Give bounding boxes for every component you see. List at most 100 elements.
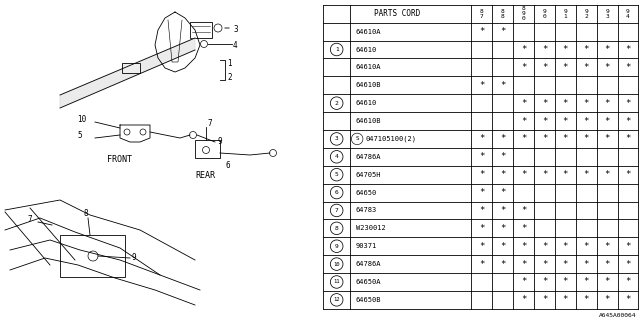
Bar bbox=[190, 22, 212, 38]
Text: 2: 2 bbox=[335, 101, 339, 106]
Text: 11: 11 bbox=[333, 279, 340, 284]
Text: *: * bbox=[584, 45, 589, 54]
Text: *: * bbox=[625, 99, 630, 108]
Text: 047105100(2): 047105100(2) bbox=[365, 136, 417, 142]
Text: *: * bbox=[604, 170, 610, 179]
Text: 6: 6 bbox=[335, 190, 339, 195]
Text: *: * bbox=[521, 99, 526, 108]
Text: *: * bbox=[541, 99, 547, 108]
Text: 5: 5 bbox=[335, 172, 339, 177]
Text: W230012: W230012 bbox=[356, 225, 386, 231]
Text: 1: 1 bbox=[227, 59, 232, 68]
Text: *: * bbox=[604, 45, 610, 54]
Text: 4: 4 bbox=[335, 154, 339, 159]
Text: 64786A: 64786A bbox=[356, 261, 381, 267]
Text: *: * bbox=[584, 260, 589, 268]
Text: *: * bbox=[563, 99, 568, 108]
Text: *: * bbox=[500, 170, 506, 179]
Text: *: * bbox=[563, 116, 568, 125]
Text: *: * bbox=[625, 63, 630, 72]
Text: *: * bbox=[604, 295, 610, 304]
Text: 8: 8 bbox=[501, 9, 504, 14]
Text: *: * bbox=[500, 81, 506, 90]
Text: 64610: 64610 bbox=[356, 46, 377, 52]
Text: 12: 12 bbox=[333, 297, 340, 302]
Text: *: * bbox=[563, 63, 568, 72]
Text: PARTS CORD: PARTS CORD bbox=[374, 9, 420, 18]
Text: 64650A: 64650A bbox=[356, 279, 381, 285]
Text: *: * bbox=[500, 224, 506, 233]
Text: 10: 10 bbox=[333, 261, 340, 267]
Text: *: * bbox=[584, 63, 589, 72]
Text: *: * bbox=[604, 134, 610, 143]
Text: *: * bbox=[541, 45, 547, 54]
Text: 9: 9 bbox=[335, 244, 339, 249]
Text: *: * bbox=[479, 260, 484, 268]
Text: 7: 7 bbox=[335, 208, 339, 213]
Text: *: * bbox=[563, 170, 568, 179]
Text: *: * bbox=[479, 188, 484, 197]
Text: *: * bbox=[625, 260, 630, 268]
Text: 3: 3 bbox=[335, 136, 339, 141]
Text: *: * bbox=[521, 295, 526, 304]
Text: *: * bbox=[563, 277, 568, 286]
Text: *: * bbox=[541, 170, 547, 179]
Text: *: * bbox=[541, 260, 547, 268]
Text: 0: 0 bbox=[543, 14, 547, 19]
Text: 9: 9 bbox=[217, 138, 221, 147]
Text: *: * bbox=[541, 134, 547, 143]
Text: *: * bbox=[521, 206, 526, 215]
Text: *: * bbox=[604, 277, 610, 286]
Text: *: * bbox=[604, 99, 610, 108]
Text: *: * bbox=[521, 63, 526, 72]
Text: FRONT: FRONT bbox=[108, 156, 132, 164]
Text: 64786A: 64786A bbox=[356, 154, 381, 160]
Text: 64610A: 64610A bbox=[356, 64, 381, 70]
Text: 64783: 64783 bbox=[356, 207, 377, 213]
Text: 64650: 64650 bbox=[356, 189, 377, 196]
Text: 90371: 90371 bbox=[356, 243, 377, 249]
Text: *: * bbox=[541, 295, 547, 304]
Text: 64650B: 64650B bbox=[356, 297, 381, 303]
Text: 2: 2 bbox=[227, 73, 232, 82]
Text: *: * bbox=[521, 260, 526, 268]
Text: 4: 4 bbox=[233, 41, 237, 50]
Text: 9: 9 bbox=[584, 9, 588, 14]
Text: *: * bbox=[625, 170, 630, 179]
Text: *: * bbox=[521, 116, 526, 125]
Text: *: * bbox=[479, 224, 484, 233]
Text: *: * bbox=[521, 242, 526, 251]
Text: *: * bbox=[521, 134, 526, 143]
Text: 6: 6 bbox=[226, 161, 230, 170]
Text: *: * bbox=[584, 242, 589, 251]
Text: S: S bbox=[355, 136, 359, 141]
Text: *: * bbox=[604, 63, 610, 72]
Text: *: * bbox=[625, 116, 630, 125]
Text: *: * bbox=[584, 170, 589, 179]
Text: *: * bbox=[521, 224, 526, 233]
Text: *: * bbox=[479, 81, 484, 90]
Text: 7: 7 bbox=[480, 14, 484, 19]
Text: *: * bbox=[479, 170, 484, 179]
Text: 8: 8 bbox=[84, 209, 88, 218]
Text: 9: 9 bbox=[563, 9, 567, 14]
Text: 9: 9 bbox=[132, 253, 136, 262]
Text: *: * bbox=[563, 134, 568, 143]
Text: A645A00064: A645A00064 bbox=[599, 313, 637, 318]
Text: 4: 4 bbox=[626, 14, 630, 19]
Text: 64610B: 64610B bbox=[356, 82, 381, 88]
Text: *: * bbox=[500, 260, 506, 268]
Text: 9: 9 bbox=[626, 9, 630, 14]
Text: *: * bbox=[541, 63, 547, 72]
Text: 2: 2 bbox=[584, 14, 588, 19]
Text: *: * bbox=[541, 242, 547, 251]
Bar bbox=[122, 63, 140, 73]
Text: REAR: REAR bbox=[195, 171, 215, 180]
Text: 8: 8 bbox=[522, 6, 525, 11]
Bar bbox=[60, 235, 125, 277]
Text: 1: 1 bbox=[563, 14, 567, 19]
Text: *: * bbox=[500, 242, 506, 251]
Text: 9: 9 bbox=[605, 9, 609, 14]
Text: *: * bbox=[563, 260, 568, 268]
Text: *: * bbox=[479, 27, 484, 36]
